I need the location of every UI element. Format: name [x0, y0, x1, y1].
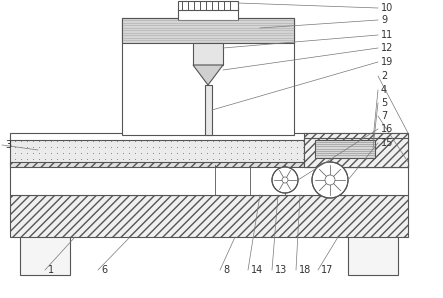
- Text: 9: 9: [381, 15, 387, 25]
- Text: 16: 16: [381, 124, 393, 134]
- Bar: [10, 138, 306, 165]
- Bar: [10, 165, 408, 195]
- Circle shape: [272, 167, 298, 193]
- Circle shape: [312, 162, 348, 198]
- Bar: [304, 133, 408, 167]
- Polygon shape: [193, 65, 223, 85]
- Bar: [193, 43, 223, 65]
- Bar: [10, 162, 408, 167]
- Bar: [178, 8, 238, 20]
- Text: 15: 15: [381, 138, 393, 148]
- Text: 1: 1: [48, 265, 54, 275]
- Bar: [315, 140, 375, 158]
- Bar: [10, 195, 408, 237]
- Bar: [122, 18, 294, 135]
- Bar: [205, 85, 212, 135]
- Text: 2: 2: [381, 71, 387, 81]
- Text: 4: 4: [381, 85, 387, 95]
- Text: 6: 6: [101, 265, 107, 275]
- Bar: [348, 205, 398, 275]
- Text: 11: 11: [381, 30, 393, 40]
- Text: 13: 13: [275, 265, 287, 275]
- Text: 5: 5: [381, 98, 387, 108]
- Text: 8: 8: [223, 265, 229, 275]
- Text: 19: 19: [381, 57, 393, 67]
- Text: 3: 3: [5, 140, 11, 150]
- Text: 17: 17: [321, 265, 334, 275]
- Text: 7: 7: [381, 111, 387, 121]
- Bar: [122, 18, 294, 43]
- Text: 14: 14: [251, 265, 263, 275]
- Circle shape: [282, 177, 288, 183]
- Bar: [20, 205, 70, 275]
- Bar: [10, 133, 408, 140]
- Text: 10: 10: [381, 3, 393, 13]
- Text: 18: 18: [299, 265, 311, 275]
- Bar: [304, 138, 408, 167]
- Bar: [178, 1, 238, 10]
- Text: 12: 12: [381, 43, 393, 53]
- Circle shape: [325, 175, 335, 185]
